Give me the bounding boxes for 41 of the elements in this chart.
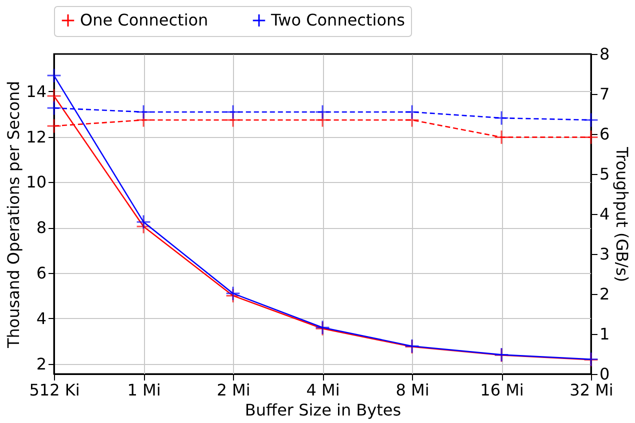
x-tick-label: 8 Mi	[396, 380, 430, 400]
y2-tick-label: 5	[600, 164, 610, 184]
y2-tick-label: 6	[600, 124, 610, 144]
x-tick-label: 2 Mi	[216, 380, 250, 400]
y-tick-label: 4	[36, 308, 46, 328]
y2-tick-label: 1	[600, 324, 610, 344]
point	[494, 130, 509, 145]
point	[584, 112, 598, 128]
point	[46, 100, 62, 116]
y2-tick-label: 2	[600, 284, 610, 304]
x-tick-label: 512 Ki	[29, 380, 80, 400]
point	[136, 214, 151, 230]
y-tick-label: 8	[36, 218, 46, 238]
point	[584, 130, 598, 145]
point	[136, 104, 151, 120]
point	[226, 104, 240, 120]
point	[46, 68, 62, 84]
legend-label: One Connection	[80, 10, 208, 30]
y-tick-label: 14	[26, 82, 46, 101]
point	[404, 104, 420, 120]
x-tick-label: 1 Mi	[127, 380, 161, 400]
y-tick-label: 6	[36, 264, 46, 283]
x-tick-label: 16 Mi	[480, 380, 524, 400]
y2-tick-label: 0	[600, 364, 610, 384]
legend-label: Two Connections	[270, 10, 405, 30]
point	[46, 88, 62, 104]
y2-axis-title: Troughput (GB/s)	[612, 146, 632, 282]
y-axis-title: Thousand Operations per Second	[4, 81, 24, 349]
y2-tick-label: 7	[600, 84, 610, 104]
x-tick-label: 4 Mi	[306, 380, 340, 400]
y-tick-label: 12	[26, 127, 46, 146]
x-axis-title: Buffer Size in Bytes	[244, 400, 402, 420]
y-tick-label: 10	[26, 172, 46, 192]
point	[494, 110, 509, 126]
y2-tick-label: 8	[600, 44, 610, 64]
y-tick-label: 2	[36, 354, 46, 374]
point	[46, 118, 62, 134]
y2-tick-label: 3	[600, 244, 610, 264]
point	[315, 104, 330, 120]
x-tick-label: 32 Mi	[570, 380, 614, 400]
y2-tick-label: 4	[600, 204, 610, 224]
